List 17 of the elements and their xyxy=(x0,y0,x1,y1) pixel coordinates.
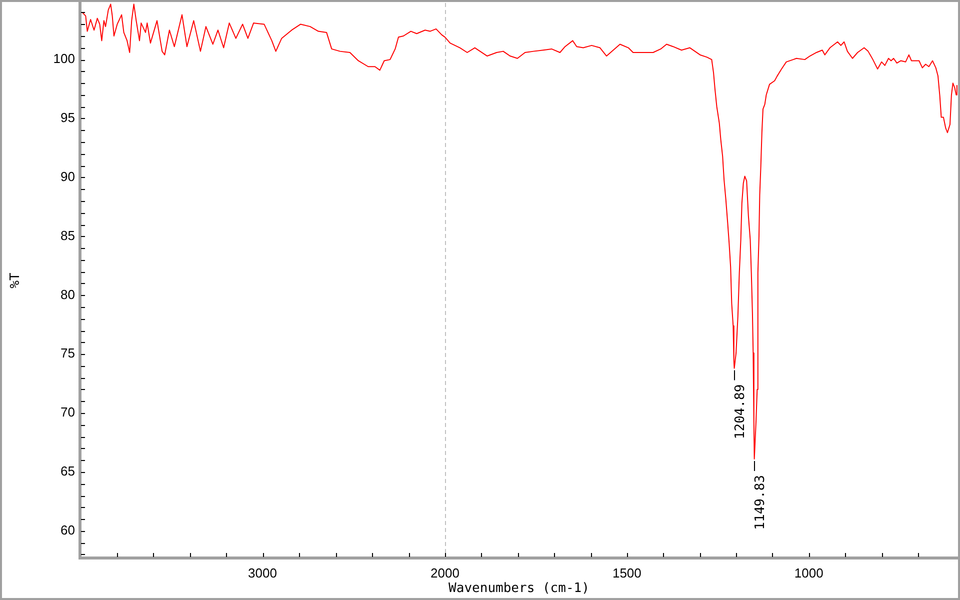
y-tick-label: 80 xyxy=(60,286,75,302)
x-tick-label: 3000 xyxy=(248,565,277,580)
x-tick-label: 2000 xyxy=(430,565,460,580)
y-axis-title: %T xyxy=(8,272,24,288)
y-tick-label: 75 xyxy=(60,346,75,361)
y-tick-label: 70 xyxy=(60,404,75,420)
x-tick-label: 1500 xyxy=(612,565,642,580)
annotation: 1149.83 xyxy=(752,475,768,530)
y-tick-label: 95 xyxy=(60,110,75,126)
y-tick-label: 60 xyxy=(60,522,75,538)
y-tick-label: 65 xyxy=(60,464,75,479)
annotation: 1204.89 xyxy=(732,384,748,440)
x-tick-label: 1000 xyxy=(794,565,824,580)
x-axis-title: Wavenumbers (cm-1) xyxy=(448,581,590,596)
y-tick-label: 100 xyxy=(53,51,75,66)
y-tick-label: 85 xyxy=(60,228,75,243)
y-tick-label: 90 xyxy=(60,168,75,184)
